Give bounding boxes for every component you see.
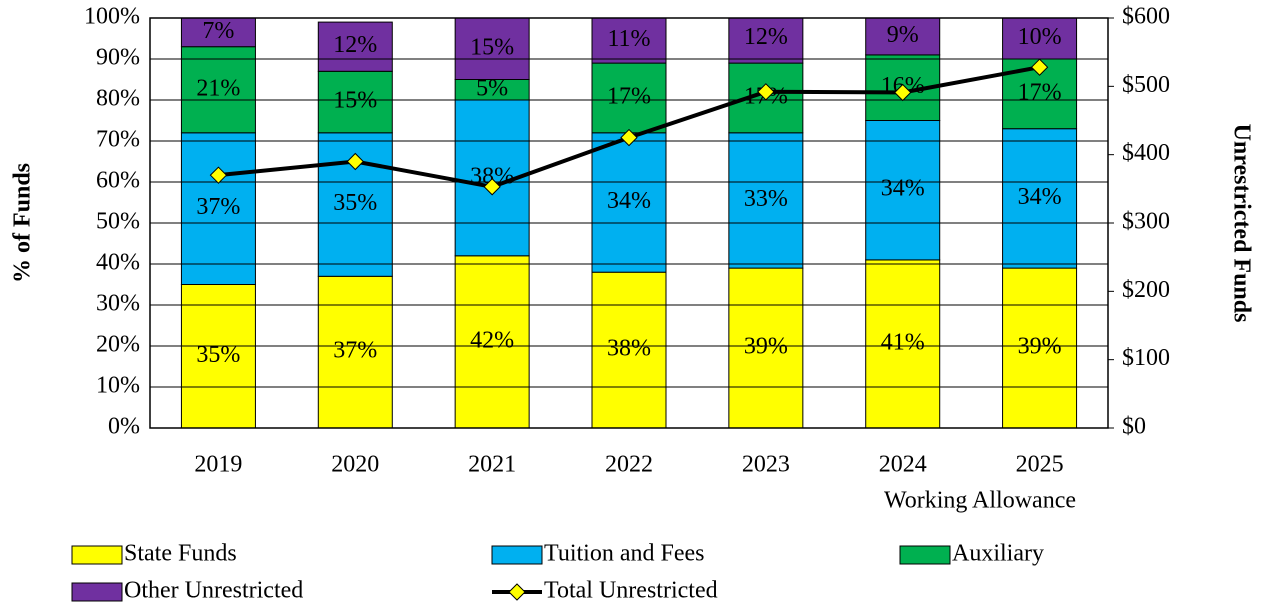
x-tick-label: 2019	[194, 452, 242, 478]
legend-label: Auxiliary	[952, 541, 1044, 567]
y2-tick-label: $500	[1122, 72, 1170, 98]
data-label: 42%	[470, 327, 514, 353]
y2-tick-label: $600	[1122, 4, 1170, 30]
marker	[483, 178, 501, 196]
bar-segment	[180, 132, 256, 285]
data-label: 5%	[476, 75, 508, 101]
y-tick-label: 50%	[96, 209, 140, 235]
data-label: 15%	[470, 34, 514, 60]
bar-segment	[454, 18, 530, 80]
data-label: 17%	[1018, 79, 1062, 105]
data-label: 35%	[333, 190, 377, 216]
legend-marker	[508, 583, 526, 601]
y-tick-label: 70%	[96, 127, 140, 153]
bar-segment	[1002, 18, 1078, 60]
data-label: 35%	[196, 342, 240, 368]
y2-axis-label: Unrestricted Funds	[1228, 124, 1254, 323]
data-label: 34%	[1018, 184, 1062, 210]
y-tick-label: 40%	[96, 250, 140, 276]
marker	[620, 128, 638, 147]
legend-swatch	[71, 582, 123, 602]
x-tick-label: 2023	[742, 452, 790, 478]
y-tick-label: 30%	[96, 291, 140, 317]
data-label: 7%	[202, 18, 234, 44]
y-tick-label: 80%	[96, 86, 140, 112]
data-label: 10%	[1018, 24, 1062, 50]
y2-tick-label: $300	[1122, 209, 1170, 235]
bar-segment	[317, 21, 393, 72]
marker	[894, 83, 912, 102]
x-tick-label: 2022	[605, 452, 653, 478]
x-tick-label: 2020	[331, 452, 379, 478]
y-axis-label: % of Funds	[10, 163, 36, 283]
data-label: 11%	[607, 26, 650, 52]
data-label: 39%	[744, 334, 788, 360]
y-tick-label: 60%	[96, 168, 140, 194]
data-label: 33%	[744, 186, 788, 212]
legend-label: Other Unrestricted	[124, 578, 303, 604]
data-label: 41%	[881, 329, 925, 355]
x-tick-label: 2025	[1016, 452, 1064, 478]
legend-swatch	[71, 545, 123, 565]
data-label: 12%	[744, 24, 788, 50]
bar-segment	[728, 132, 804, 269]
y-tick-label: 90%	[96, 45, 140, 71]
bar-segment	[591, 18, 667, 64]
bar-segment	[865, 120, 941, 261]
plot-border	[149, 17, 1109, 429]
bar-segment	[180, 18, 256, 48]
data-label: 9%	[887, 22, 919, 48]
y-tick-label: 0%	[108, 414, 140, 440]
y2-tick-label: $100	[1122, 345, 1170, 371]
y-tick-label: 100%	[84, 4, 140, 30]
legend-label: Total Unrestricted	[544, 578, 718, 604]
x-annotation: Working Allowance	[884, 488, 1076, 514]
bar-segment	[317, 70, 393, 134]
bar-segment	[591, 271, 667, 428]
y-tick-label: 10%	[96, 373, 140, 399]
data-label: 12%	[333, 32, 377, 58]
x-tick-label: 2024	[879, 452, 927, 478]
data-label: 17%	[607, 83, 651, 109]
data-label: 15%	[333, 88, 377, 114]
legend-swatch	[491, 545, 543, 565]
x-tick-label: 2021	[468, 452, 516, 478]
bars	[180, 18, 1078, 428]
bar-segment	[728, 18, 804, 64]
data-label: 39%	[1018, 334, 1062, 360]
bar-segment	[454, 255, 530, 428]
y2-tick-label: $200	[1122, 277, 1170, 303]
y-tick-label: 20%	[96, 332, 140, 358]
legend-swatch	[899, 545, 951, 565]
y2-tick-label: $400	[1122, 140, 1170, 166]
data-label: 37%	[196, 194, 240, 220]
data-label: 38%	[607, 336, 651, 362]
marker	[757, 83, 775, 101]
marker	[346, 152, 364, 171]
bar-segment	[317, 275, 393, 428]
bar-segment	[180, 284, 256, 428]
data-label: 34%	[881, 176, 925, 202]
bar-segment	[1002, 267, 1078, 428]
data-label: 37%	[333, 338, 377, 364]
legend-label: State Funds	[124, 541, 237, 567]
y2-tick-label: $0	[1122, 414, 1146, 440]
bar-segment	[865, 18, 941, 56]
legend-label: Tuition and Fees	[544, 541, 704, 567]
bar-segment	[865, 259, 941, 428]
bar-segment	[591, 132, 667, 273]
data-label: 34%	[607, 188, 651, 214]
bar-segment	[180, 46, 256, 134]
bar-segment	[1002, 128, 1078, 269]
marker	[209, 166, 228, 184]
marker	[1030, 58, 1049, 76]
data-label: 21%	[196, 75, 240, 101]
